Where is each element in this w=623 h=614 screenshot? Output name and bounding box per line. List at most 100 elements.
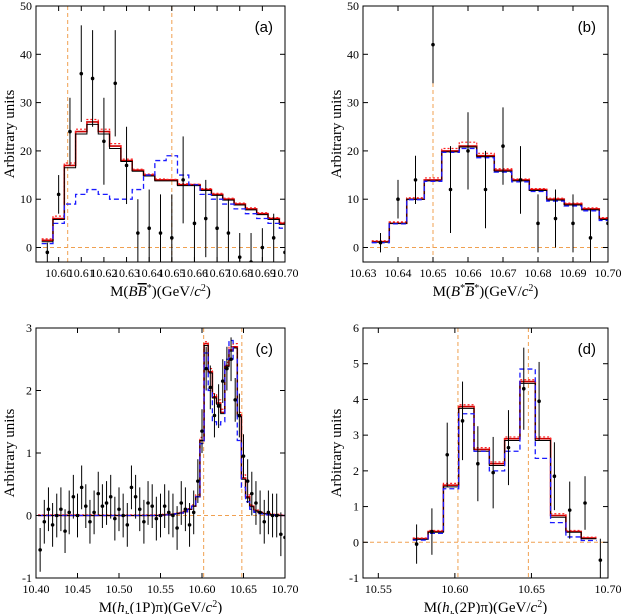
y-axis-label: Arbitrary units [2, 408, 18, 497]
y-tick-label: 40 [347, 47, 359, 61]
y-tick-label: 0 [353, 241, 359, 255]
data-point [191, 510, 196, 515]
data-point [203, 216, 208, 221]
data-point [133, 494, 138, 499]
x-tick-label: 10.65 [158, 266, 185, 280]
data-point [598, 558, 603, 562]
data-point [146, 501, 150, 505]
data-point [181, 178, 185, 182]
histogram-series-4 [38, 339, 285, 517]
y-tick-label: -1 [349, 571, 359, 585]
data-point [413, 178, 418, 182]
data-point [476, 461, 480, 466]
x-tick-label: 10.69 [560, 266, 587, 280]
y-tick-label: 6 [353, 321, 359, 335]
data-point [88, 519, 92, 524]
data-point [212, 413, 217, 418]
data-point [266, 510, 271, 515]
data-point [254, 501, 258, 505]
data-point [68, 129, 72, 134]
data-point [38, 548, 42, 552]
y-tick-label: 3 [26, 321, 32, 335]
data-point [270, 513, 275, 518]
data-point [258, 510, 262, 515]
x-tick-label: 10.66 [181, 266, 208, 280]
y-tick-label: 30 [20, 96, 32, 110]
panel-d: 10.55 10.60 10.65 10.70 -1 0 1 2 3 4 5 6 (d) Arbitrar… [329, 321, 622, 614]
data-point [274, 513, 279, 518]
x-tick-label: 10.65 [420, 266, 447, 280]
plot-area [363, 6, 608, 262]
data-point [187, 523, 192, 527]
x-tick-label: 10.63 [350, 266, 377, 280]
histogram-series-2 [38, 341, 285, 516]
x-tick-label: 10.67 [204, 266, 231, 280]
plot-frame [35, 5, 286, 263]
y-tick-label: 50 [347, 0, 359, 13]
data-point [183, 507, 188, 512]
plot-area [363, 328, 608, 578]
data-point [229, 357, 233, 362]
data-point [113, 516, 117, 521]
data-point [167, 510, 171, 515]
data-point [154, 516, 159, 521]
data-point [241, 454, 246, 458]
x-tick-label: 10.69 [249, 266, 276, 280]
y-tick-label: 30 [347, 96, 359, 110]
data-point [245, 479, 250, 483]
data-point [54, 513, 59, 518]
data-point [396, 197, 400, 202]
data-point [129, 485, 134, 490]
data-point [233, 398, 237, 402]
data-point [92, 510, 96, 515]
plot-frame [35, 327, 286, 579]
x-tick-label: 10.55 [147, 582, 174, 596]
data-point [90, 76, 95, 81]
data-point [108, 494, 113, 499]
x-tick-label: 10.70 [595, 582, 622, 596]
data-point [67, 510, 71, 515]
data-point [518, 178, 523, 182]
panel-label: (b) [578, 19, 596, 36]
panel-label: (d) [578, 341, 596, 358]
x-tick-label: 10.55 [365, 582, 392, 596]
data-point [250, 491, 254, 496]
data-point [215, 226, 219, 230]
data-point [121, 513, 125, 518]
x-axis-label: M(hb(2P)π)(GeV/c2) [424, 599, 547, 614]
data-point [506, 445, 511, 450]
data-point [216, 404, 221, 408]
data-point [142, 519, 146, 524]
data-point [445, 452, 450, 457]
y-axis-label: Arbitrary units [329, 408, 345, 497]
data-point [137, 507, 142, 512]
data-point [136, 231, 140, 235]
data-point [179, 501, 184, 505]
y-tick-label: 1 [26, 446, 32, 460]
y-tick-label: 0 [26, 241, 32, 255]
panel-a: 10.6010.6110.6210.6310.6410.6510.6610.67… [2, 0, 299, 300]
y-tick-label: 20 [347, 144, 359, 158]
x-tick-label: 10.60 [441, 582, 468, 596]
data-point [448, 187, 453, 192]
histogram-series-4 [41, 155, 285, 245]
data-point [63, 529, 67, 533]
data-point [84, 504, 88, 508]
data-point [171, 513, 175, 518]
data-point [483, 187, 488, 192]
data-point [113, 81, 118, 86]
data-point [204, 366, 208, 371]
data-point [147, 226, 151, 230]
data-point [567, 508, 572, 512]
y-axis-label: Arbitrary units [329, 89, 345, 178]
x-tick-label: 10.50 [106, 582, 133, 596]
data-point [521, 386, 526, 391]
data-point [220, 379, 225, 383]
y-tick-label: 2 [353, 464, 359, 478]
x-tick-label: 10.63 [113, 266, 140, 280]
panel-label: (c) [256, 341, 274, 358]
data-point [271, 236, 276, 240]
data-point [571, 221, 575, 226]
y-tick-label: 0 [26, 509, 32, 523]
